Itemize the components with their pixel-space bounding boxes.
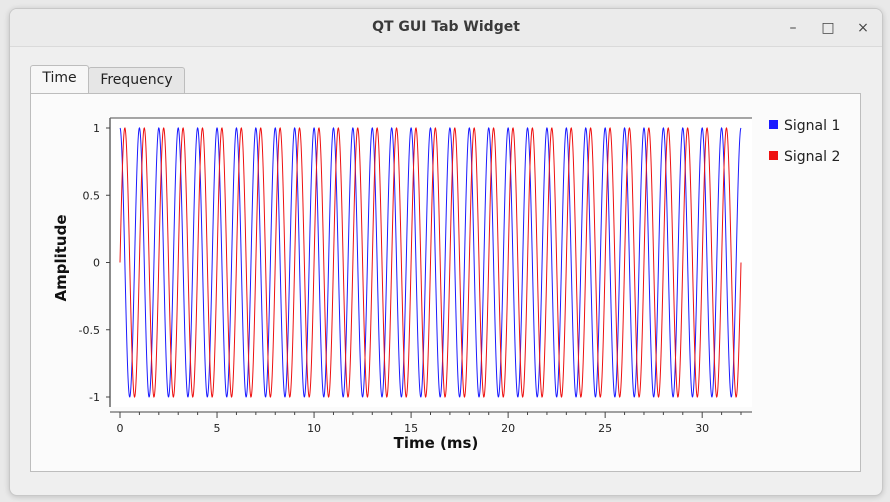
close-icon[interactable]: × (857, 20, 869, 36)
tab-time[interactable]: Time (30, 65, 89, 93)
minimize-icon[interactable]: – (789, 20, 797, 36)
x-tick-label: 20 (501, 422, 515, 435)
legend-label-signal-2: Signal 2 (784, 149, 841, 165)
legend-label-signal-1: Signal 1 (784, 118, 841, 134)
time-plot-pane: 1 0.5 0 -0.5 -1 0 5 10 15 20 25 30 Amplitude Time (ms… (30, 93, 861, 472)
app-window: QT GUI Tab Widget – □ × Time Frequency 1… (9, 8, 883, 496)
y-tick-label: 1 (93, 122, 100, 135)
tab-frequency[interactable]: Frequency (88, 67, 185, 93)
y-tick-label: -1 (89, 391, 100, 404)
y-tick-label: -0.5 (79, 324, 100, 337)
x-tick-label: 25 (598, 422, 612, 435)
legend-swatch-signal-1 (769, 120, 778, 129)
x-tick-label: 15 (404, 422, 418, 435)
legend-swatch-signal-2 (769, 151, 778, 160)
x-tick-label: 5 (214, 422, 221, 435)
y-tick-label: 0.5 (83, 189, 101, 202)
y-tick-label: 0 (93, 257, 100, 270)
time-domain-plot[interactable]: 1 0.5 0 -0.5 -1 0 5 10 15 20 25 30 Amplitude Time (ms… (31, 94, 860, 471)
x-tick-label: 10 (307, 422, 321, 435)
y-axis-label: Amplitude (52, 214, 70, 301)
series-line-signal-1 (119, 126, 742, 398)
maximize-icon[interactable]: □ (821, 20, 835, 36)
legend-signal-2[interactable]: Signal 2 (769, 149, 840, 165)
legend-signal-1[interactable]: Signal 1 (769, 118, 840, 134)
x-tick-label: 30 (695, 422, 709, 435)
title-bar: QT GUI Tab Widget – □ × (10, 9, 882, 47)
series-line-signal-2 (119, 127, 742, 398)
x-tick-label: 0 (117, 422, 124, 435)
x-axis-label: Time (ms) (394, 434, 479, 452)
window-title: QT GUI Tab Widget (372, 19, 520, 35)
